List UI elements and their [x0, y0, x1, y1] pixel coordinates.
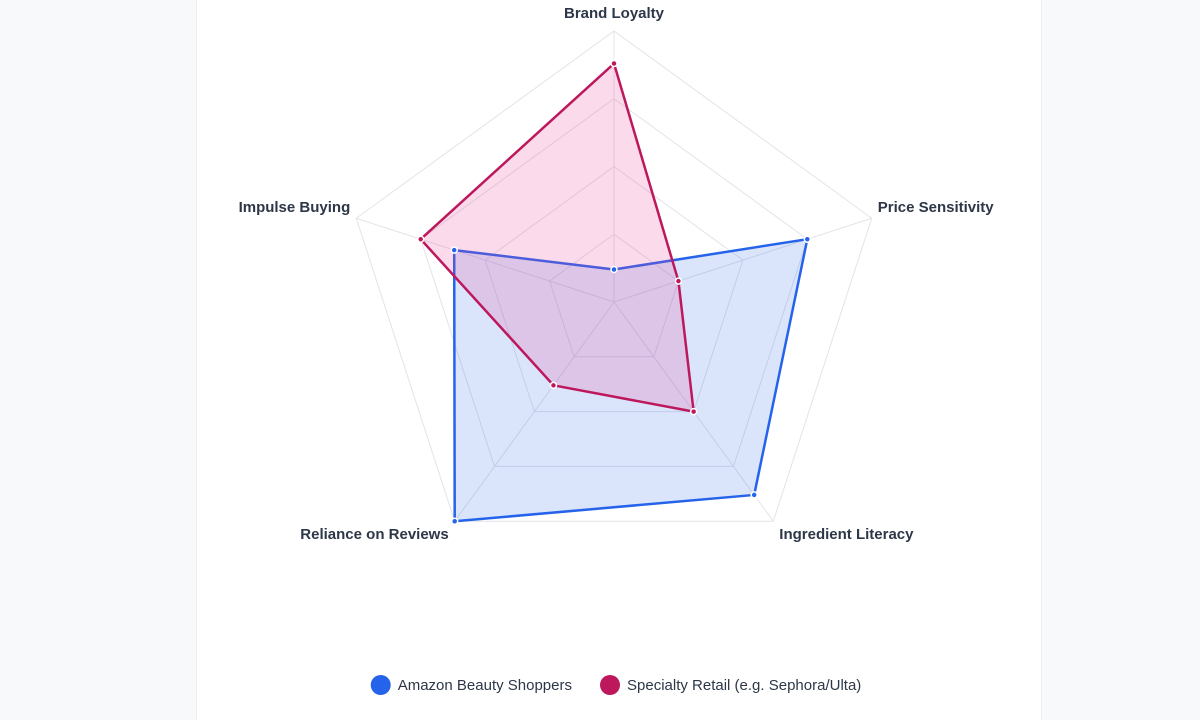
legend-swatch	[600, 675, 620, 695]
legend-item: Amazon Beauty Shoppers	[370, 675, 572, 695]
series-area	[452, 237, 809, 523]
grid-ring	[420, 98, 808, 467]
data-point	[450, 517, 459, 525]
axis-label: Impulse Buying	[239, 199, 351, 216]
grid-spoke	[454, 301, 615, 522]
grid-ring	[355, 30, 873, 522]
data-point	[750, 491, 758, 499]
series-area	[419, 62, 695, 413]
legend-swatch	[370, 675, 391, 695]
data-point	[689, 407, 698, 416]
legend-text: Amazon Beauty Shoppers	[398, 677, 572, 694]
legend-text: Specialty Retail (e.g. Sephora/Ulta)	[627, 677, 861, 694]
grid-spoke	[356, 217, 615, 303]
data-point	[549, 381, 558, 390]
card	[196, 0, 1042, 720]
data-point	[450, 246, 458, 254]
data-point	[610, 59, 618, 68]
data-point	[416, 235, 425, 243]
data-point	[674, 277, 683, 285]
axis-label: Ingredient Literacy	[779, 526, 914, 543]
grid-spoke	[613, 217, 872, 303]
axis-label: Reliance on Reviews	[300, 526, 448, 543]
axis-label: Brand Loyalty	[564, 5, 665, 22]
axis-label: Price Sensitivity	[878, 199, 995, 216]
data-point	[803, 235, 812, 243]
grid-ring	[548, 233, 680, 358]
data-point	[610, 265, 618, 274]
grid-ring	[484, 165, 744, 413]
legend-item: Specialty Retail (e.g. Sephora/Ulta)	[600, 675, 861, 695]
